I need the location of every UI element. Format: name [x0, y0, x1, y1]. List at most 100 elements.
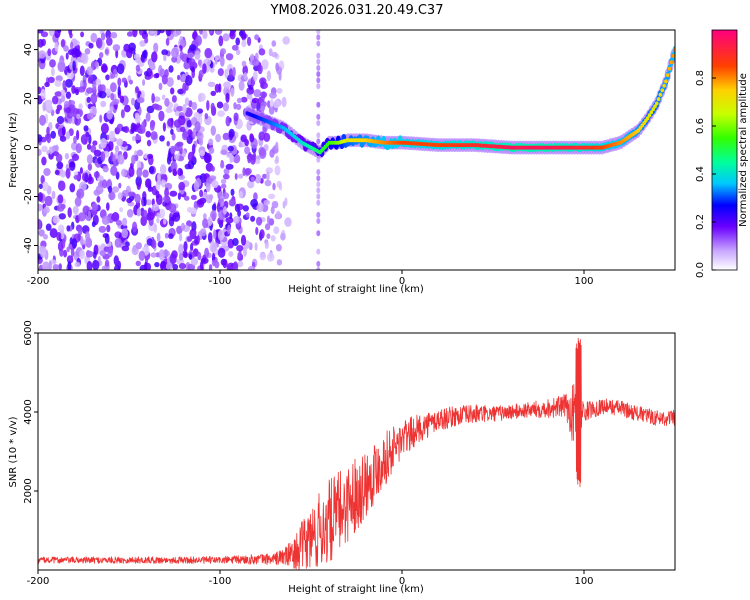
noise-blob [263, 199, 271, 206]
noise-blob [197, 59, 202, 66]
noise-blob [43, 206, 50, 214]
noise-blob [166, 77, 174, 87]
noise-blob [245, 212, 250, 218]
noise-streak [316, 230, 321, 237]
noise-blob [110, 32, 118, 39]
noise-blob [136, 149, 144, 157]
noise-blob [236, 97, 242, 104]
noise-blob [62, 198, 66, 205]
noise-blob [134, 114, 141, 124]
noise-blob [91, 221, 96, 228]
noise-blob [108, 191, 116, 201]
noise-blob [171, 132, 176, 141]
ridge-core [649, 110, 654, 115]
snr-background [38, 333, 675, 570]
noise-blob [52, 264, 59, 270]
noise-blob [266, 233, 271, 239]
noise-blob [42, 261, 50, 270]
noise-blob [224, 68, 229, 79]
noise-blob [251, 97, 259, 104]
noise-blob [253, 192, 258, 201]
noise-blob [99, 250, 107, 257]
noise-blob [67, 261, 72, 270]
noise-blob [163, 195, 171, 203]
noise-blob [161, 49, 169, 56]
noise-blob [206, 100, 210, 111]
noise-blob [244, 168, 251, 176]
noise-blob [38, 134, 43, 143]
noise-blob [91, 203, 99, 211]
noise-blob [249, 53, 255, 62]
noise-blob [183, 195, 190, 201]
noise-blob [122, 217, 128, 227]
noise-blob [247, 180, 255, 189]
noise-blob [180, 222, 186, 231]
noise-blob [220, 149, 228, 155]
noise-blob [189, 44, 197, 52]
noise-blob [107, 185, 113, 193]
noise-blob [250, 176, 255, 182]
noise-blob [65, 107, 72, 114]
noise-blob [135, 260, 141, 267]
noise-blob [61, 94, 66, 103]
noise-blob [249, 133, 254, 140]
noise-blob [161, 174, 166, 180]
noise-blob [63, 100, 70, 110]
noise-blob [71, 238, 78, 249]
noise-streak [316, 77, 321, 84]
noise-blob [49, 228, 58, 239]
noise-blob [261, 59, 269, 70]
noise-blob [184, 75, 193, 86]
noise-blob [44, 81, 50, 88]
noise-blob [204, 47, 213, 59]
noise-blob [88, 173, 92, 183]
noise-blob [44, 195, 53, 207]
noise-blob [101, 179, 108, 189]
noise-streak [316, 30, 321, 35]
noise-blob [155, 190, 160, 199]
noise-blob [210, 102, 215, 111]
noise-blob [260, 81, 268, 90]
noise-streak [316, 52, 321, 59]
noise-blob [250, 199, 258, 208]
noise-blob [55, 75, 63, 82]
noise-blob [271, 51, 278, 58]
noise-blob [165, 30, 172, 37]
noise-blob [166, 140, 170, 147]
noise-blob [112, 98, 120, 105]
noise-blob [258, 131, 266, 141]
noise-blob [230, 188, 235, 196]
noise-blob [178, 243, 184, 255]
noise-blob [262, 173, 267, 179]
noise-blob [176, 105, 184, 112]
noise-blob [244, 139, 249, 147]
noise-blob [58, 263, 62, 270]
noise-blob [104, 233, 110, 244]
noise-blob [256, 216, 263, 226]
noise-streak [316, 34, 321, 41]
spectrogram-ridge [244, 46, 675, 159]
noise-blob [92, 250, 97, 259]
noise-blob [121, 168, 127, 177]
noise-blob [117, 77, 122, 87]
noise-blob [196, 235, 200, 245]
noise-blob [108, 130, 116, 142]
noise-blob [142, 49, 148, 59]
noise-blob [100, 84, 106, 93]
noise-blob [43, 234, 48, 240]
noise-blob [266, 215, 271, 224]
noise-blob [51, 190, 56, 200]
noise-blob [222, 258, 228, 269]
noise-blob [172, 263, 179, 270]
noise-blob [98, 91, 107, 99]
noise-blob [217, 68, 224, 77]
noise-blob [121, 245, 130, 252]
noise-blob [268, 48, 273, 57]
bottom-x-tick-label: -100 [209, 576, 232, 587]
noise-blob [59, 247, 64, 257]
noise-streak [316, 218, 321, 224]
bottom-x-tick-label: 0 [399, 576, 405, 587]
noise-blob [83, 125, 89, 132]
noise-blob [54, 91, 62, 97]
noise-blob [217, 110, 225, 117]
